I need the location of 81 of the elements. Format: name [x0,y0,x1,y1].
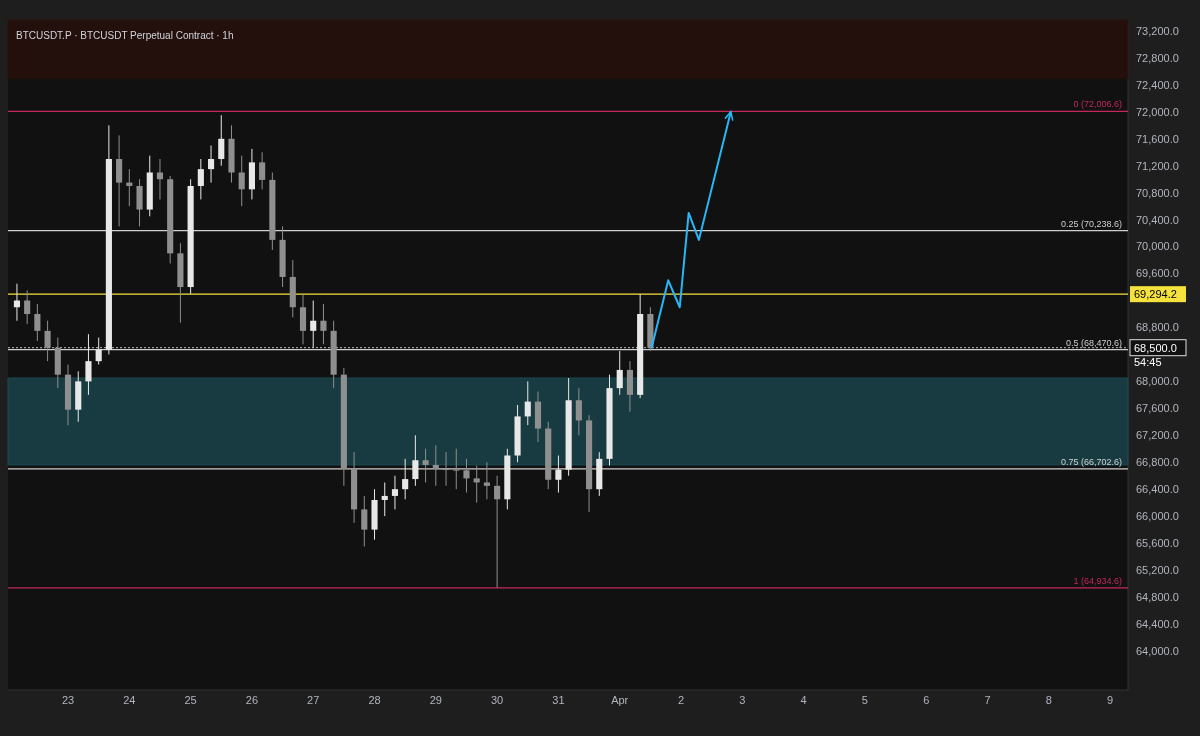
x-tick-label: 30 [491,694,504,706]
x-tick-label: 27 [307,694,320,706]
candlestick [442,451,450,487]
candlestick [361,495,368,547]
candlestick [463,458,470,494]
candlestick [555,455,562,494]
y-tick-label: 68,000.0 [1136,375,1179,388]
ref-line-label: 0 (72,006.6) [1073,99,1122,110]
candlestick [412,434,419,487]
candlestick [432,444,439,487]
candlestick [95,337,102,366]
y-tick-label: 70,800.0 [1136,186,1179,199]
ref-line-label: 0.75 (66,702.6) [1060,456,1122,467]
x-tick-label: 31 [552,694,565,706]
y-tick-label: 71,600.0 [1136,132,1179,145]
candlestick [218,114,225,167]
ref-line-label: 1 (64,934.6) [1073,575,1122,586]
y-tick-label: 68,800.0 [1136,321,1179,334]
y-tick-label: 67,600.0 [1136,402,1179,415]
x-tick-label: 6 [923,694,930,706]
y-tick-label: 71,200.0 [1136,159,1179,172]
x-tick-label: 28 [368,694,381,706]
candlestick [259,151,266,190]
candlestick [310,300,317,349]
x-tick-label: 9 [1107,694,1114,706]
ref-line-label: 69,294.2 [1134,288,1177,301]
text: 54:45 [1134,355,1162,368]
candlestick [24,289,31,325]
y-tick-label: 69,600.0 [1136,267,1179,280]
y-tick-label: 64,800.0 [1136,590,1179,603]
y-tick-label: 64,400.0 [1136,617,1179,630]
y-tick-label: 70,400.0 [1136,213,1179,226]
candlestick [453,448,460,490]
x-tick-label: 25 [184,694,197,706]
candlestick [320,303,327,345]
x-tick-label: 5 [861,694,868,706]
text: BTCUSDT.P · BTCUSDT Perpetual Contract · 1h [16,30,234,41]
ref-line-label: 0.25 (70,238.6) [1060,218,1122,229]
y-tick-label: 72,800.0 [1136,51,1179,64]
candlestick [422,448,429,483]
y-tick-label: 72,000.0 [1136,105,1179,118]
x-tick-label: 4 [800,694,807,706]
candlestick [494,475,501,589]
candlestick [85,333,92,396]
x-tick-label: 7 [984,694,991,706]
x-tick-label: 3 [739,694,746,706]
candlestick [116,134,123,227]
candlestick [238,155,245,207]
y-tick-label: 66,400.0 [1136,483,1179,496]
x-tick-label: 23 [61,694,75,706]
candlestick [381,481,388,517]
y-tick-label: 64,000.0 [1136,644,1179,657]
y-tick-label: 72,400.0 [1136,78,1179,91]
y-tick-label: 70,000.0 [1136,240,1179,253]
candlestick [156,158,164,200]
candlestick [616,350,623,396]
candlestick [136,178,143,227]
x-tick-label: 29 [429,694,442,706]
x-tick-label: 24 [123,694,136,706]
x-tick-label: 8 [1045,694,1052,706]
candlestick [473,465,480,504]
candlestick [483,461,490,500]
candlestick [524,380,531,426]
y-tick-label: 66,000.0 [1136,510,1179,522]
y-tick-label: 67,200.0 [1136,429,1179,442]
y-tick-label: 66,800.0 [1136,456,1179,469]
x-tick-label: 2 [677,694,685,706]
y-tick-label: 73,200.0 [1136,24,1179,37]
ref-line-label: 0.5 (68,470.6) [1065,337,1122,348]
x-tick-label: 26 [245,694,259,706]
ref-line-label: 68,500.0 [1134,341,1177,354]
candlestick [402,458,409,500]
y-tick-label: 65,200.0 [1136,563,1179,576]
candlestick [575,387,582,436]
candlestick [197,158,204,200]
candlestick [391,475,399,510]
candlestick [34,303,41,342]
candlestick [299,293,307,345]
candlestick [207,145,215,184]
x-tick-label: Apr [611,694,629,706]
y-tick-label: 65,600.0 [1136,536,1179,549]
